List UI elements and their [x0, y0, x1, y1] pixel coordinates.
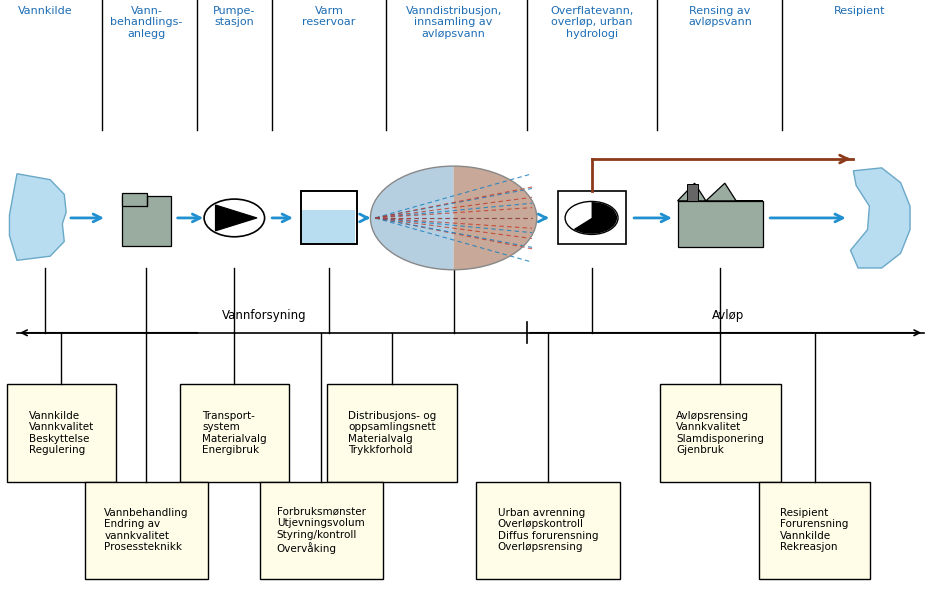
Bar [122, 196, 171, 246]
Text: Urban avrenning
Overløpskontroll
Diffus forurensning
Overløpsrensing: Urban avrenning Overløpskontroll Diffus … [497, 508, 598, 552]
Bar [7, 384, 115, 482]
Text: Resipient: Resipient [834, 6, 885, 16]
Polygon shape [9, 174, 66, 260]
Bar [300, 191, 357, 244]
Circle shape [204, 199, 264, 237]
Bar [659, 384, 780, 482]
Text: Transport-
system
Materialvalg
Energibruk: Transport- system Materialvalg Energibru… [202, 411, 266, 455]
Bar [686, 184, 698, 201]
Wedge shape [573, 202, 616, 234]
Wedge shape [453, 166, 536, 270]
Bar [260, 482, 382, 578]
Text: Vannbehandling
Endring av
vannkvalitet
Prosessteknikk: Vannbehandling Endring av vannkvalitet P… [104, 508, 189, 552]
Polygon shape [215, 205, 257, 231]
Polygon shape [677, 183, 762, 201]
Bar [122, 193, 147, 206]
Text: Varm
reservoar: Varm reservoar [302, 6, 355, 28]
Bar [476, 482, 619, 578]
Text: Avløp: Avløp [711, 309, 743, 322]
Bar [302, 210, 355, 243]
Polygon shape [850, 168, 909, 268]
Bar [557, 191, 625, 244]
Text: Vannkilde
Vannkvalitet
Beskyttelse
Regulering: Vannkilde Vannkvalitet Beskyttelse Regul… [28, 411, 94, 455]
Text: Vannforsyning: Vannforsyning [222, 309, 307, 322]
Text: Vanndistribusjon,
innsamling av
avløpsvann: Vanndistribusjon, innsamling av avløpsva… [405, 6, 501, 39]
Text: Forbruksmønster
Utjevningsvolum
Styring/kontroll
Overvåking: Forbruksmønster Utjevningsvolum Styring/… [277, 507, 365, 554]
Wedge shape [370, 166, 453, 270]
Text: Avløpsrensing
Vannkvalitet
Slamdisponering
Gjenbruk: Avløpsrensing Vannkvalitet Slamdisponeri… [676, 411, 763, 455]
Text: Rensing av
avløpsvann: Rensing av avløpsvann [687, 6, 751, 28]
Bar [179, 384, 289, 482]
Text: Vannkilde: Vannkilde [18, 6, 73, 16]
Bar [327, 384, 457, 482]
Bar [677, 201, 762, 247]
Circle shape [565, 201, 617, 234]
Text: Overflatevann,
overløp, urban
hydrologi: Overflatevann, overløp, urban hydrologi [549, 6, 632, 39]
Bar [758, 482, 869, 578]
Bar [300, 191, 357, 244]
Bar [85, 482, 208, 578]
Text: Distribusjons- og
oppsamlingsnett
Materialvalg
Trykkforhold: Distribusjons- og oppsamlingsnett Materi… [347, 411, 436, 455]
Text: Pumpe-
stasjon: Pumpe- stasjon [213, 6, 255, 28]
Text: Resipient
Forurensning
Vannkilde
Rekreasjon: Resipient Forurensning Vannkilde Rekreas… [780, 508, 848, 552]
Text: Vann-
behandlings-
anlegg: Vann- behandlings- anlegg [110, 6, 182, 39]
